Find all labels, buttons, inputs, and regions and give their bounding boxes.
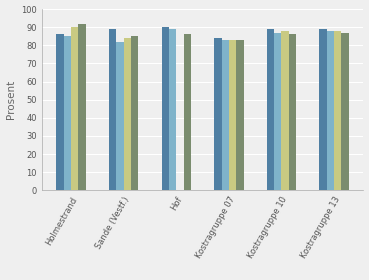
Bar	[267, 29, 274, 190]
Bar	[236, 40, 244, 190]
Bar	[71, 27, 79, 190]
Y-axis label: Prosent: Prosent	[6, 80, 15, 119]
Bar	[56, 34, 64, 190]
Bar	[162, 27, 169, 190]
Bar	[169, 29, 176, 190]
Bar	[282, 31, 289, 190]
Bar	[124, 38, 131, 190]
Bar	[229, 40, 236, 190]
Bar	[109, 29, 116, 190]
Bar	[274, 33, 282, 190]
Bar	[221, 40, 229, 190]
Bar	[327, 31, 334, 190]
Bar	[319, 29, 327, 190]
Bar	[289, 34, 296, 190]
Bar	[214, 38, 221, 190]
Bar	[116, 42, 124, 190]
Bar	[184, 34, 191, 190]
Bar	[341, 33, 349, 190]
Bar	[79, 24, 86, 190]
Bar	[334, 31, 341, 190]
Bar	[64, 36, 71, 190]
Bar	[131, 36, 138, 190]
